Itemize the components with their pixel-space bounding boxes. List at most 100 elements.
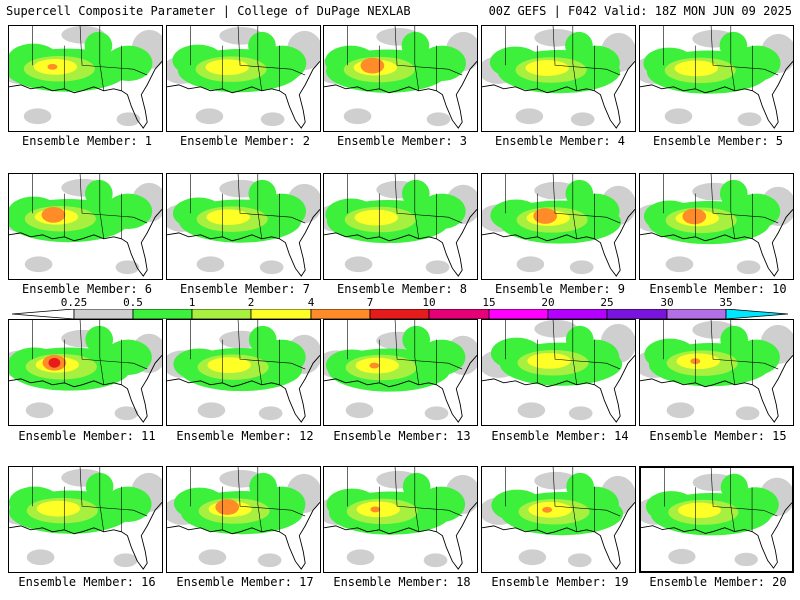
contour-green xyxy=(565,325,594,354)
state-borders xyxy=(663,174,779,239)
state-borders xyxy=(347,467,463,532)
ensemble-member-label: Ensemble Member: 1 xyxy=(21,134,153,148)
contour-gray xyxy=(736,260,761,275)
ensemble-member-label: Ensemble Member: 19 xyxy=(491,575,629,589)
coastline xyxy=(324,355,477,423)
coastline xyxy=(482,502,635,570)
ensemble-member-label: Ensemble Member: 10 xyxy=(649,282,787,296)
contour-gray xyxy=(734,552,758,567)
contour-green xyxy=(401,179,430,208)
contour-green xyxy=(85,325,114,354)
contour-gray xyxy=(23,108,52,125)
ensemble-member-map xyxy=(323,25,478,132)
scp-field-map xyxy=(167,174,320,277)
contour-green xyxy=(720,473,748,501)
state-borders xyxy=(663,26,779,91)
scp-field-map xyxy=(167,467,320,570)
contour-green xyxy=(418,45,466,81)
ensemble-member-map xyxy=(323,173,478,280)
state-borders xyxy=(663,320,779,385)
ensemble-member-label: Ensemble Member: 2 xyxy=(179,134,311,148)
scale-label: 20 xyxy=(541,296,555,309)
scp-field-map xyxy=(9,320,162,423)
contour-gray xyxy=(567,553,592,568)
scp-field-map xyxy=(324,320,477,423)
scp-field-map xyxy=(640,174,793,277)
scale-label: 2 xyxy=(247,296,255,309)
contour-yellow xyxy=(205,59,249,76)
ensemble-member-map xyxy=(323,466,478,573)
scale-swatch xyxy=(73,309,134,319)
scale-label: 0.5 xyxy=(123,296,143,309)
ensemble-member-label: Ensemble Member: 6 xyxy=(21,282,153,296)
ensemble-member-map xyxy=(639,173,794,280)
ensemble-member-map xyxy=(166,319,321,426)
ensemble-member-label: Ensemble Member: 15 xyxy=(649,429,787,443)
contour-gray xyxy=(346,549,375,566)
scale-label: 1 xyxy=(188,296,196,309)
scale-label: 15 xyxy=(482,296,496,309)
ensemble-member-label: Ensemble Member: 12 xyxy=(176,429,314,443)
contour-gray xyxy=(423,553,448,568)
scp-field-map xyxy=(482,174,635,277)
contour-green xyxy=(248,31,276,60)
contour-orange xyxy=(47,63,58,70)
scp-field-map xyxy=(9,26,162,129)
contour-green xyxy=(417,486,466,522)
scp-field-map xyxy=(167,26,320,129)
ensemble-member-label: Ensemble Member: 13 xyxy=(333,429,471,443)
scp-field-map xyxy=(482,26,635,129)
contour-gray xyxy=(664,108,693,125)
contour-orange xyxy=(41,206,66,223)
ensemble-member-label: Ensemble Member: 8 xyxy=(336,282,468,296)
coastline xyxy=(9,502,162,570)
scp-field-map xyxy=(482,467,635,570)
color-scale-bar xyxy=(12,309,788,319)
contour-gray xyxy=(343,108,372,125)
contour-yellow xyxy=(206,209,250,226)
contour-gray xyxy=(425,260,450,275)
ensemble-member-label: Ensemble Member: 7 xyxy=(179,282,311,296)
contour-green xyxy=(417,339,466,375)
ensemble-member-map xyxy=(481,466,636,573)
scale-label: 7 xyxy=(366,296,374,309)
contour-green xyxy=(85,179,113,208)
contour-green xyxy=(104,193,153,229)
state-borders xyxy=(190,26,306,91)
contour-gray xyxy=(570,112,595,127)
contour-orange xyxy=(215,499,240,515)
contour-gray xyxy=(24,256,53,273)
ensemble-member-map xyxy=(166,25,321,132)
contour-gray xyxy=(260,112,285,127)
contour-yellow xyxy=(674,60,718,77)
scale-label: 0.25 xyxy=(60,296,88,309)
ensemble-member-map xyxy=(8,25,163,132)
scp-field-map xyxy=(324,26,477,129)
contour-gray xyxy=(516,256,545,273)
coastline xyxy=(9,355,162,423)
coastline xyxy=(482,355,635,423)
contour-gray xyxy=(196,256,225,273)
contour-green xyxy=(402,325,431,354)
contour-yellow xyxy=(354,209,399,226)
contour-gray xyxy=(113,553,138,568)
contour-yellow xyxy=(527,352,571,369)
state-borders xyxy=(190,320,306,385)
scale-label: 4 xyxy=(307,296,315,309)
contour-green xyxy=(248,179,277,208)
contour-gray xyxy=(569,260,594,275)
contour-yellow xyxy=(525,60,569,76)
contour-yellow xyxy=(36,500,81,517)
ensemble-member-label: Ensemble Member: 4 xyxy=(494,134,626,148)
contour-gray xyxy=(518,549,547,566)
contour-gray xyxy=(344,256,373,273)
state-borders xyxy=(32,174,148,239)
coastline xyxy=(167,355,320,423)
state-borders xyxy=(347,26,463,91)
contour-orange xyxy=(533,208,558,224)
ensemble-member-map xyxy=(481,25,636,132)
ensemble-member-label: Ensemble Member: 16 xyxy=(18,575,156,589)
ensemble-member-map xyxy=(8,173,163,280)
contour-gray xyxy=(515,108,544,125)
coastline xyxy=(482,61,635,129)
